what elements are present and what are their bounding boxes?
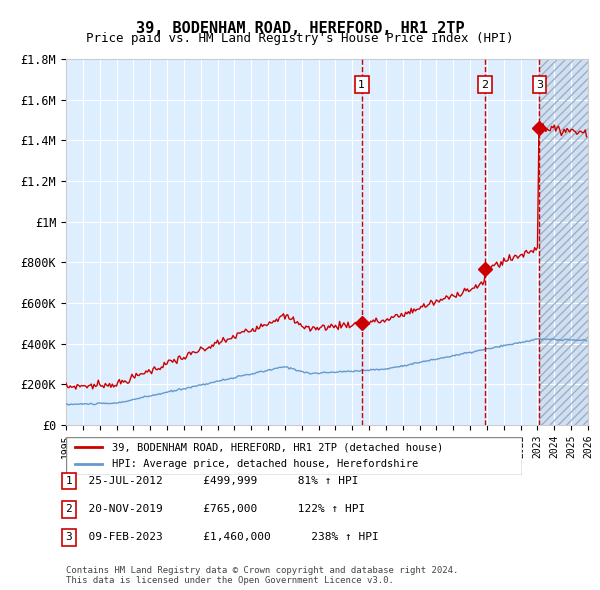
Text: 1: 1 — [358, 80, 365, 90]
Text: Price paid vs. HM Land Registry's House Price Index (HPI): Price paid vs. HM Land Registry's House … — [86, 32, 514, 45]
Text: Contains HM Land Registry data © Crown copyright and database right 2024.: Contains HM Land Registry data © Crown c… — [66, 566, 458, 575]
Text: 20-NOV-2019      £765,000      122% ↑ HPI: 20-NOV-2019 £765,000 122% ↑ HPI — [75, 504, 365, 514]
Text: 39, BODENHAM ROAD, HEREFORD, HR1 2TP: 39, BODENHAM ROAD, HEREFORD, HR1 2TP — [136, 21, 464, 35]
Text: 2: 2 — [482, 80, 488, 90]
Text: 39, BODENHAM ROAD, HEREFORD, HR1 2TP (detached house): 39, BODENHAM ROAD, HEREFORD, HR1 2TP (de… — [112, 442, 443, 453]
FancyBboxPatch shape — [66, 437, 522, 475]
Text: 2: 2 — [65, 504, 73, 514]
Bar — [539, 59, 588, 425]
Text: 1: 1 — [65, 476, 73, 486]
Bar — [539, 59, 588, 425]
Text: This data is licensed under the Open Government Licence v3.0.: This data is licensed under the Open Gov… — [66, 576, 394, 585]
Text: 3: 3 — [65, 533, 73, 542]
Text: 25-JUL-2012      £499,999      81% ↑ HPI: 25-JUL-2012 £499,999 81% ↑ HPI — [75, 476, 359, 486]
Text: 09-FEB-2023      £1,460,000      238% ↑ HPI: 09-FEB-2023 £1,460,000 238% ↑ HPI — [75, 533, 379, 542]
Text: 3: 3 — [536, 80, 543, 90]
Text: HPI: Average price, detached house, Herefordshire: HPI: Average price, detached house, Here… — [112, 459, 418, 469]
